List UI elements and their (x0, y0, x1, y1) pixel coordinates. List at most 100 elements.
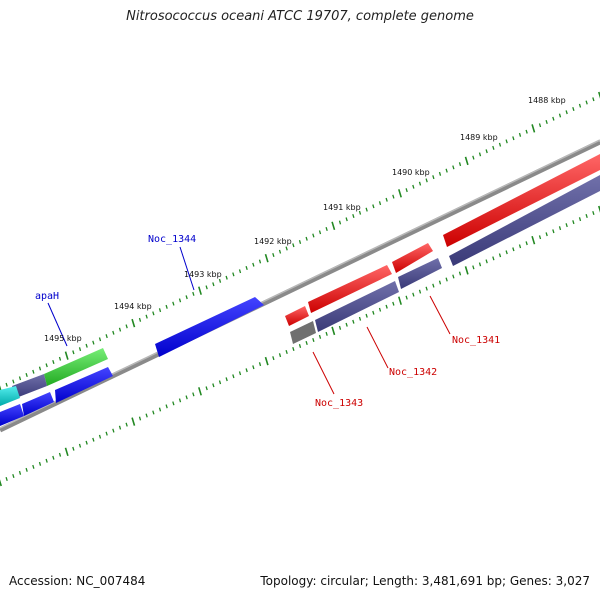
minor-tick (565, 223, 568, 228)
minor-tick (32, 369, 35, 374)
inner-tick-ring (0, 205, 600, 487)
feature-cog-middle[interactable] (398, 258, 442, 289)
major-tick (198, 387, 202, 396)
minor-tick (232, 272, 235, 277)
scale-label: 1492 kbp (254, 237, 292, 246)
minor-tick (18, 376, 22, 381)
minor-tick (218, 278, 222, 283)
minor-tick (305, 236, 308, 241)
minor-tick (205, 285, 208, 290)
minor-tick (392, 301, 395, 306)
minor-tick (178, 398, 182, 403)
minor-tick (278, 249, 282, 254)
feature-cog-right[interactable] (449, 175, 600, 266)
scale-label: 1489 kbp (460, 133, 498, 142)
minor-tick (292, 243, 295, 248)
gene-label-noc1341[interactable]: Noc_1341 (452, 335, 500, 346)
outer-scale-ring (0, 91, 600, 393)
minor-tick (165, 304, 168, 309)
leader-noc1342 (366, 326, 389, 369)
feature-blue-noc1344[interactable] (155, 297, 264, 357)
minor-tick (305, 341, 308, 345)
minor-tick (212, 282, 215, 287)
minor-tick (112, 428, 115, 433)
feature-green-apah[interactable] (44, 348, 108, 386)
minor-tick (592, 211, 595, 215)
minor-tick (432, 175, 435, 180)
feature-cog-center[interactable] (315, 281, 399, 332)
minor-tick (425, 286, 428, 291)
minor-tick (112, 330, 115, 335)
feature-cog-left[interactable] (12, 374, 47, 398)
minor-tick (572, 220, 575, 225)
minor-tick (38, 461, 42, 466)
feature-blue-left-c[interactable] (0, 404, 24, 426)
minor-tick (25, 467, 28, 472)
feature-blue-left-b[interactable] (22, 392, 54, 416)
minor-tick (285, 246, 288, 251)
minor-tick (558, 226, 562, 231)
major-tick (464, 266, 469, 275)
minor-tick (218, 380, 222, 385)
feature-cyan-left[interactable] (0, 386, 20, 406)
major-tick (531, 235, 536, 245)
leader-noc1341 (429, 295, 451, 335)
minor-tick (158, 308, 162, 313)
minor-tick (492, 145, 495, 150)
minor-tick (192, 291, 195, 296)
leader-noc1344 (179, 246, 195, 291)
minor-tick (545, 120, 548, 124)
minor-tick (518, 132, 522, 137)
minor-tick (85, 343, 88, 348)
gene-label-noc1342[interactable]: Noc_1342 (389, 367, 437, 378)
minor-tick (258, 362, 262, 367)
minor-tick (425, 178, 428, 183)
minor-tick (152, 311, 155, 316)
minor-tick (5, 477, 8, 481)
minor-tick (372, 310, 375, 315)
minor-tick (352, 319, 355, 324)
minor-tick (32, 464, 35, 469)
minor-tick (125, 422, 128, 427)
gene-label-noc1343[interactable]: Noc_1343 (315, 398, 363, 409)
minor-tick (12, 474, 15, 478)
minor-tick (578, 103, 582, 108)
minor-tick (552, 229, 555, 234)
feature-red-noc1343[interactable] (285, 306, 309, 326)
minor-tick (52, 455, 55, 460)
minor-tick (272, 253, 275, 257)
feature-blue-left-a[interactable] (55, 367, 113, 403)
feature-gray-noc1343[interactable] (290, 321, 316, 344)
scale-label: 1495 kbp (44, 334, 82, 343)
minor-tick (378, 307, 382, 312)
gene-label-noc1344[interactable]: Noc_1344 (148, 234, 196, 245)
gene-label-apah[interactable]: apaH (35, 291, 59, 302)
scale-label: 1488 kbp (528, 96, 566, 105)
minor-tick (318, 334, 322, 339)
feature-red-noc1342-b[interactable] (308, 265, 392, 313)
minor-tick (585, 100, 588, 105)
feature-red-noc1341[interactable] (443, 154, 600, 247)
minor-tick (345, 322, 348, 327)
minor-tick (538, 235, 542, 240)
minor-tick (138, 317, 142, 322)
minor-tick (405, 295, 408, 300)
minor-tick (118, 425, 122, 430)
feature-red-noc1342-a[interactable] (392, 243, 433, 273)
major-tick (398, 296, 402, 305)
minor-tick (358, 210, 362, 215)
major-tick (64, 351, 69, 360)
minor-tick (365, 313, 368, 318)
topology-text: Topology: circular; Length: 3,481,691 bp… (260, 574, 590, 588)
minor-tick (298, 344, 302, 348)
minor-tick (338, 325, 342, 330)
minor-tick (278, 353, 282, 358)
minor-tick (558, 113, 562, 118)
scale-label: 1490 kbp (392, 168, 430, 177)
minor-tick (58, 356, 62, 361)
minor-tick (172, 301, 175, 306)
minor-tick (252, 262, 255, 267)
major-tick (264, 356, 269, 366)
